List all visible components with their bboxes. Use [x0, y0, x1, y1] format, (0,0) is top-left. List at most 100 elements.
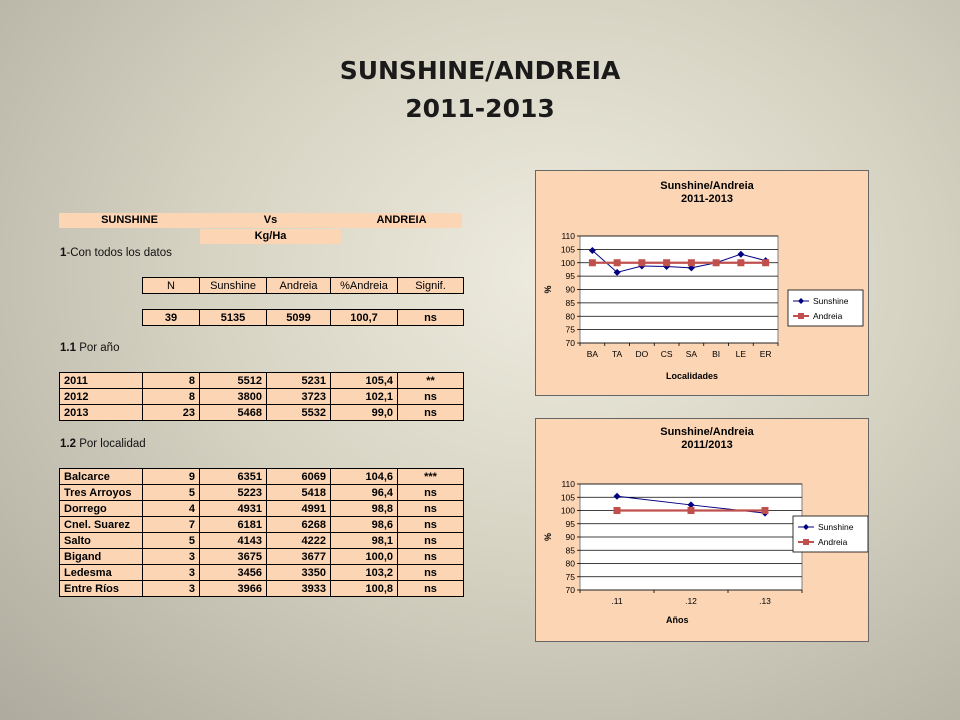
by-location-table: Balcarce 9 6351 6069 104,6 *** Tres Arroyos 5 52…: [59, 468, 464, 597]
table-row: Ledesma 3 3456 3350 103,2 ns: [59, 564, 464, 581]
location-cell: Cnel. Suarez: [59, 516, 143, 533]
signif-cell: ns: [397, 580, 464, 597]
y-tick-label: 70: [566, 585, 576, 595]
data-point-andreia: [712, 259, 720, 267]
andreia-cell: 5418: [266, 484, 331, 501]
summary-signif: ns: [397, 309, 464, 326]
y-tick-label: 110: [561, 479, 575, 489]
andreia-cell: 3677: [266, 548, 331, 565]
n-cell: 4: [142, 500, 200, 517]
pct-cell: 102,1: [330, 388, 398, 405]
summary-header-row: N Sunshine Andreia %Andreia Signif.: [142, 277, 464, 294]
table-row: Balcarce 9 6351 6069 104,6 ***: [59, 468, 464, 485]
header-andreia: ANDREIA: [341, 213, 462, 228]
table-row: Bigand 3 3675 3677 100,0 ns: [59, 548, 464, 565]
hdr-sunshine: Sunshine: [199, 277, 267, 294]
x-tick-label: BA: [587, 349, 599, 359]
y-tick-label: 90: [566, 285, 576, 295]
data-point-sunshine: [687, 501, 695, 509]
pct-cell: 98,1: [330, 532, 398, 549]
y-tick-label: 105: [561, 244, 575, 254]
y-tick-label: 110: [561, 231, 575, 241]
data-point-sunshine: [663, 262, 671, 270]
chart-localidades: Sunshine/Andreia 2011-2013 70 75 80 85 90 95 100…: [535, 170, 869, 396]
sunshine-cell: 6181: [199, 516, 267, 533]
pct-cell: 96,4: [330, 484, 398, 501]
pct-cell: 99,0: [330, 404, 398, 421]
pct-cell: 98,6: [330, 516, 398, 533]
sunshine-cell: 5223: [199, 484, 267, 501]
pct-cell: 100,0: [330, 548, 398, 565]
x-tick-label: LE: [736, 349, 747, 359]
sunshine-cell: 3456: [199, 564, 267, 581]
signif-cell: **: [397, 372, 464, 389]
legend-marker-andreia: [803, 539, 809, 545]
legend-marker-sunshine: [803, 524, 809, 530]
x-tick-label: .11: [611, 596, 622, 606]
data-point-andreia: [638, 259, 646, 267]
signif-cell: ns: [397, 564, 464, 581]
signif-cell: ns: [397, 404, 464, 421]
series-line-sunshine: [592, 250, 766, 273]
andreia-cell: 4222: [266, 532, 331, 549]
data-point-andreia: [687, 507, 695, 514]
table-row: 2012 8 3800 3723 102,1 ns: [59, 388, 464, 405]
y-tick-label: 80: [566, 311, 576, 321]
x-axis-label: Localidades: [666, 371, 718, 381]
sunshine-cell: 5468: [199, 404, 267, 421]
data-point-andreia: [663, 259, 671, 267]
location-cell: Tres Arroyos: [59, 484, 143, 501]
y-tick-label: 75: [566, 325, 576, 335]
data-point-andreia: [762, 259, 770, 267]
n-cell: 23: [142, 404, 200, 421]
n-cell: 5: [142, 532, 200, 549]
year-cell: 2011: [59, 372, 143, 389]
y-tick-label: 90: [566, 532, 576, 542]
legend-label-sunshine: Sunshine: [813, 296, 849, 306]
n-cell: 3: [142, 564, 200, 581]
data-point-sunshine: [588, 246, 596, 254]
header-unit: Kg/Ha: [200, 229, 341, 244]
chart-title: Sunshine/Andreia: [660, 180, 754, 192]
y-axis-label: %: [543, 285, 553, 293]
n-cell: 8: [142, 372, 200, 389]
table-row: Tres Arroyos 5 5223 5418 96,4 ns: [59, 484, 464, 501]
legend-marker-sunshine: [798, 298, 804, 304]
summary-n: 39: [142, 309, 200, 326]
y-tick-label: 95: [566, 519, 576, 529]
legend-box: [787, 289, 864, 327]
x-tick-label: ER: [760, 349, 772, 359]
location-cell: Dorrego: [59, 500, 143, 517]
n-cell: 5: [142, 484, 200, 501]
table-row: 39 5135 5099 100,7 ns: [142, 309, 464, 326]
section-all-label: 1-Con todos los datos: [60, 247, 172, 259]
legend-label-andreia: Andreia: [818, 537, 848, 547]
page-subtitle: 2011-2013: [405, 94, 555, 123]
summary-table: 39 5135 5099 100,7 ns: [142, 309, 464, 326]
andreia-cell: 3350: [266, 564, 331, 581]
x-tick-label: .12: [685, 596, 697, 606]
page-title: SUNSHINE/ANDREIA: [339, 56, 621, 85]
andreia-cell: 3933: [266, 580, 331, 597]
andreia-cell: 5231: [266, 372, 331, 389]
location-cell: Ledesma: [59, 564, 143, 581]
signif-cell: ns: [397, 516, 464, 533]
x-tick-label: CS: [661, 349, 673, 359]
summary-andreia: 5099: [266, 309, 331, 326]
sunshine-cell: 4931: [199, 500, 267, 517]
legend-box: [792, 515, 869, 553]
chart-title: Sunshine/Andreia: [660, 426, 754, 438]
section-year-label: 1.1 Por año: [60, 342, 120, 354]
location-cell: Bigand: [59, 548, 143, 565]
table-row: 2013 23 5468 5532 99,0 ns: [59, 404, 464, 421]
x-tick-label: BI: [712, 349, 720, 359]
signif-cell: ns: [397, 484, 464, 501]
andreia-cell: 4991: [266, 500, 331, 517]
chart-anios: Sunshine/Andreia 2011/2013 70 75 80 85 90 95 100…: [535, 418, 869, 642]
pct-cell: 100,8: [330, 580, 398, 597]
header-vs: Vs: [200, 213, 341, 228]
data-point-andreia: [588, 259, 596, 267]
n-cell: 9: [142, 468, 200, 485]
x-tick-label: SA: [686, 349, 698, 359]
